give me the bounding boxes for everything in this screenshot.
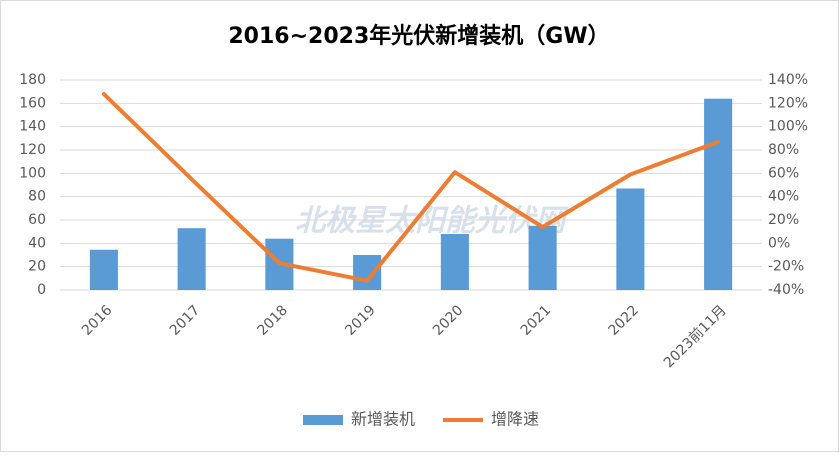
- y2-tick-label: 80%: [768, 142, 799, 158]
- bar: [89, 249, 118, 290]
- y-tick-label: 20: [28, 259, 46, 275]
- y2-tick-label: 60%: [768, 165, 799, 181]
- watermark: 北极星太阳能光伏网: [295, 204, 569, 239]
- bar: [353, 255, 382, 290]
- y2-tick-label: 40%: [768, 189, 799, 205]
- bar: [177, 228, 206, 290]
- y-tick-label: 120: [19, 142, 46, 158]
- y2-tick-label: 0%: [768, 235, 790, 251]
- y2-tick-label: 120%: [768, 95, 808, 111]
- y-tick-label: 40: [28, 235, 46, 251]
- y2-tick-label: 140%: [768, 72, 808, 88]
- y-tick-label: 100: [19, 165, 46, 181]
- y-tick-label: 80: [28, 189, 46, 205]
- legend-swatch: [303, 415, 343, 425]
- y2-tick-label: 100%: [768, 119, 808, 135]
- y-tick-label: 160: [19, 95, 46, 111]
- y2-tick-label: -40%: [768, 282, 804, 298]
- bar: [616, 188, 645, 290]
- y-tick-label: 0: [37, 282, 46, 298]
- y-tick-label: 140: [19, 119, 46, 135]
- legend-label: 新增装机: [351, 410, 415, 429]
- legend-label: 增降速: [491, 410, 539, 429]
- y2-tick-label: -20%: [768, 259, 804, 275]
- bar: [528, 225, 557, 290]
- chart-title: 2016~2023年光伏新增装机（GW）: [228, 23, 609, 49]
- y-tick-label: 180: [19, 72, 46, 88]
- bar: [440, 234, 469, 290]
- bar: [704, 98, 733, 291]
- y-tick-label: 60: [28, 212, 46, 228]
- y2-tick-label: 20%: [768, 212, 799, 228]
- line: [101, 92, 721, 283]
